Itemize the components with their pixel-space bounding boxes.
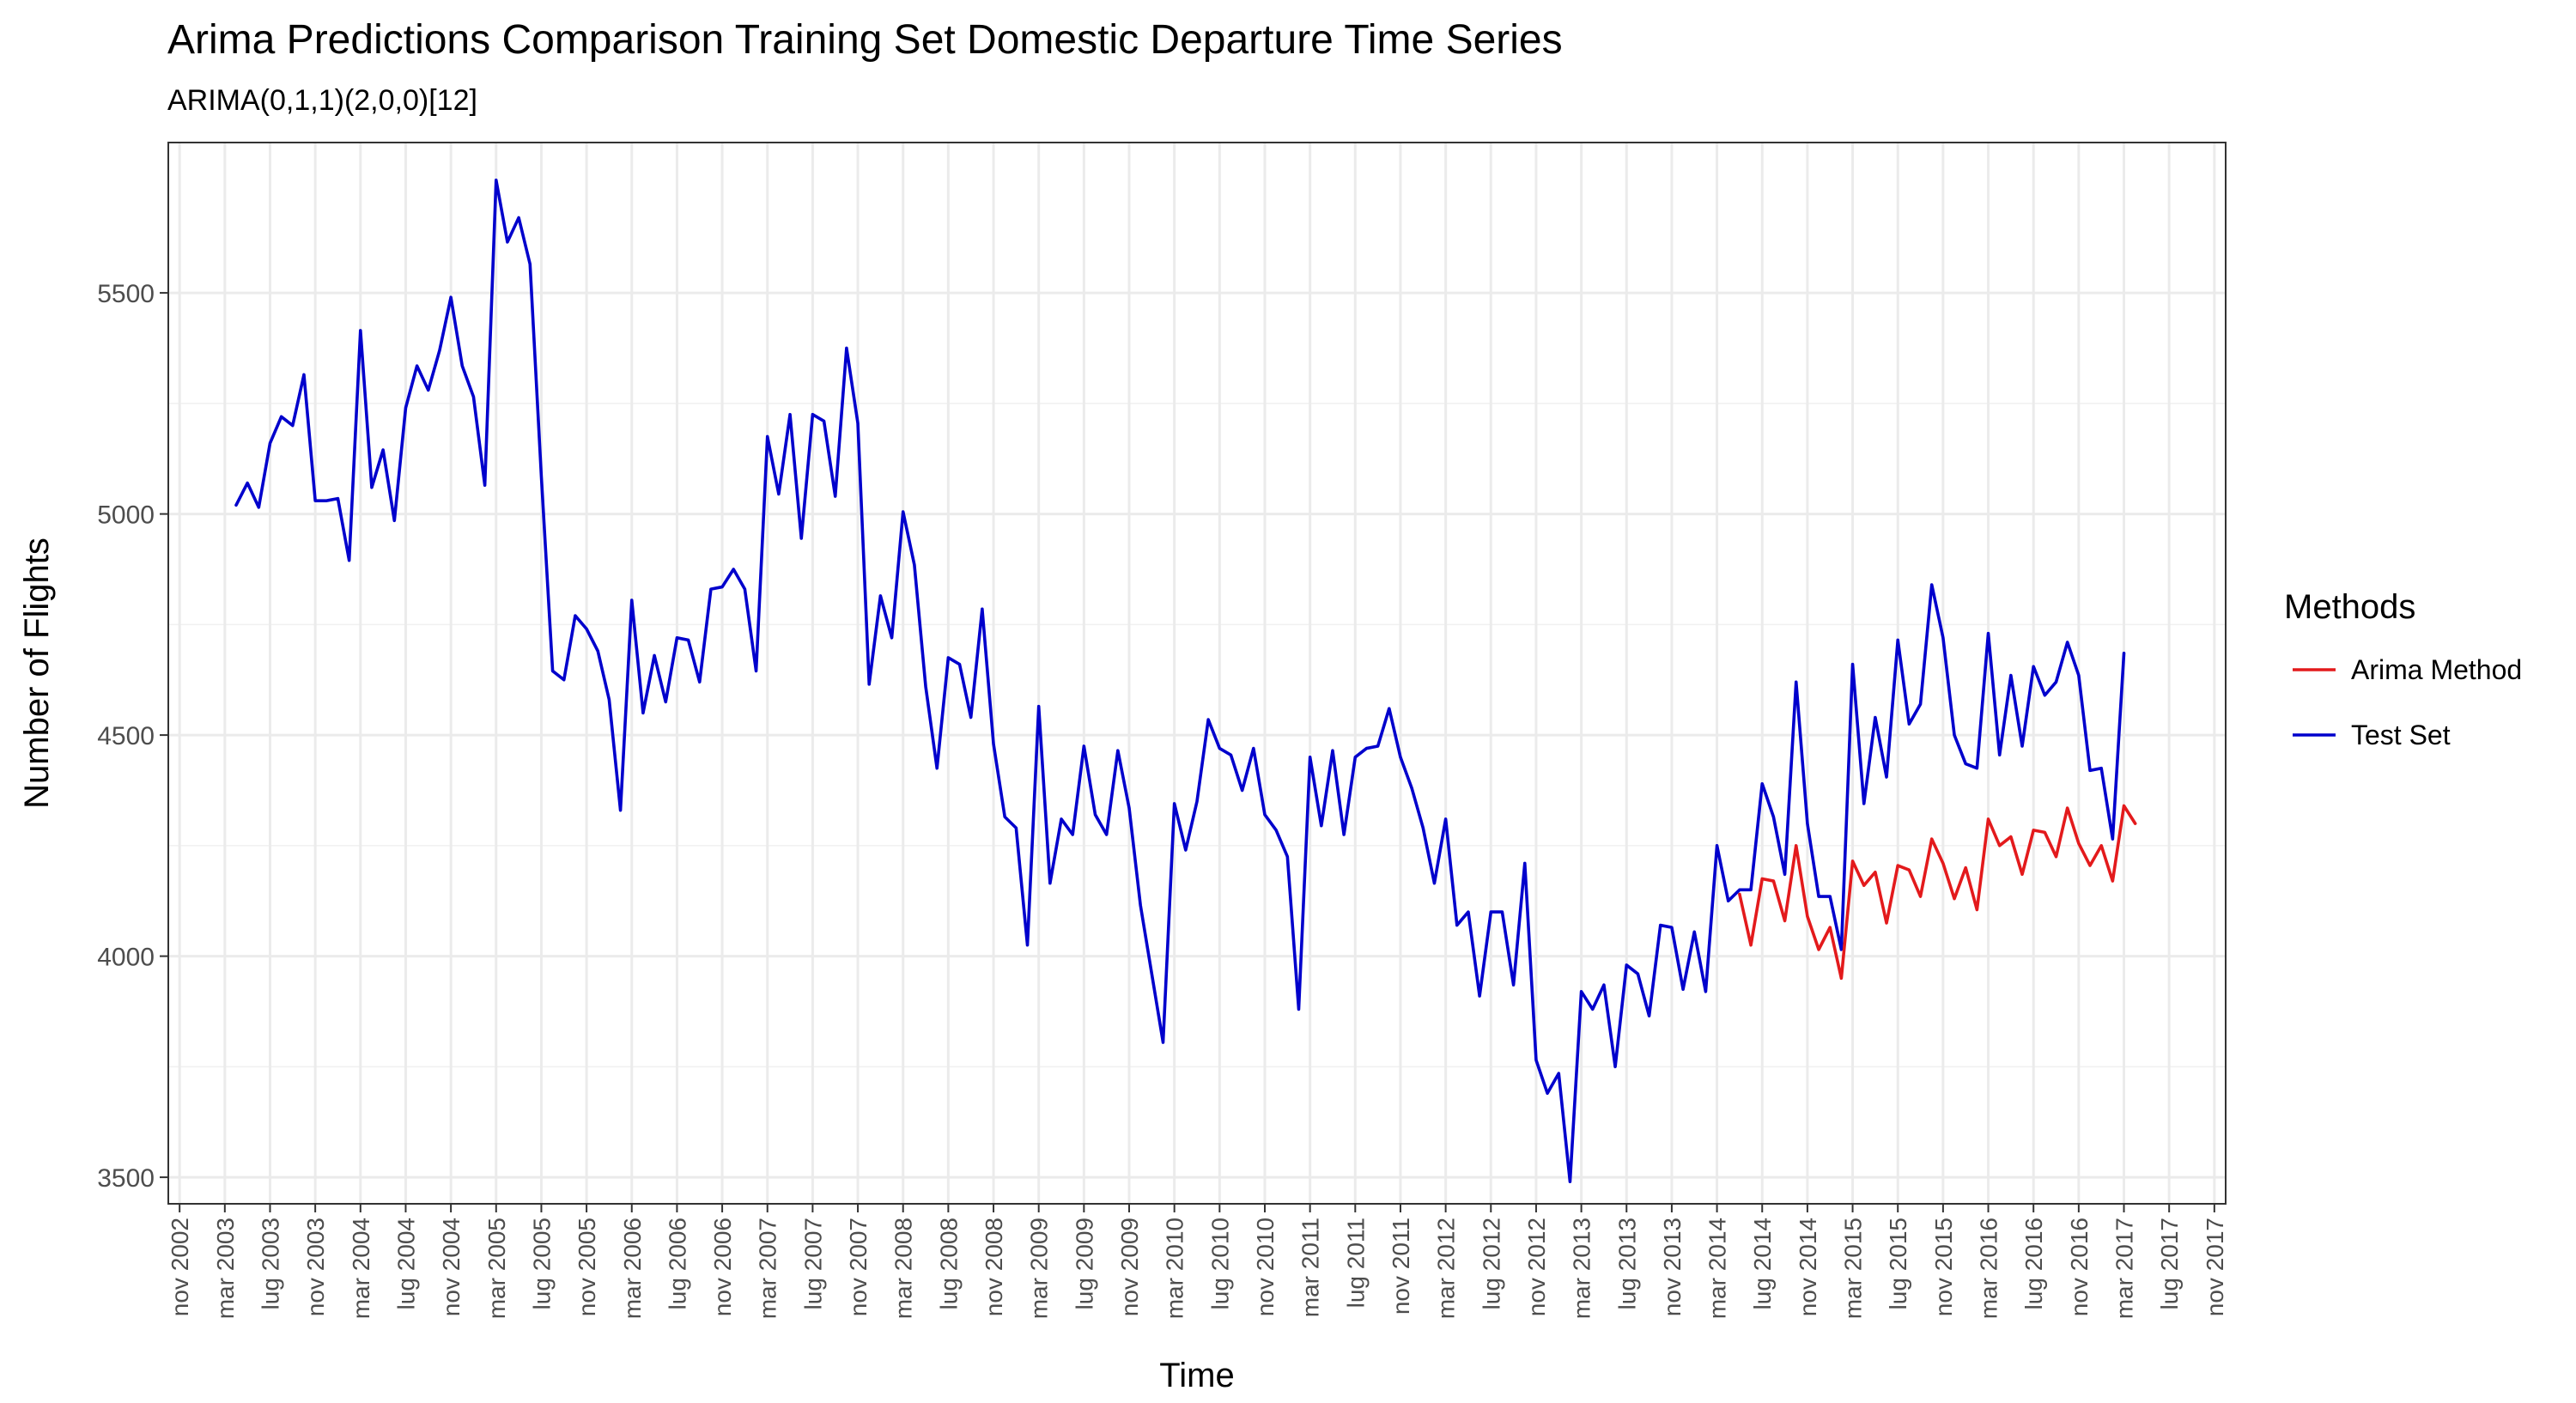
x-tick-label: mar 2011 (1297, 1218, 1324, 1317)
x-tick-label: nov 2013 (1659, 1218, 1686, 1316)
x-tick-label: lug 2008 (935, 1218, 962, 1309)
x-tick-label: lug 2016 (2020, 1218, 2047, 1309)
x-tick-label: nov 2002 (167, 1218, 193, 1316)
x-tick-label: nov 2004 (438, 1218, 465, 1316)
x-tick-label: lug 2007 (799, 1218, 826, 1309)
legend-title: Methods (2284, 588, 2415, 626)
x-tick-label: mar 2004 (348, 1218, 374, 1319)
x-tick-label: mar 2003 (212, 1218, 239, 1319)
x-tick-label: lug 2010 (1206, 1218, 1233, 1309)
x-tick-label: nov 2017 (2202, 1218, 2228, 1316)
legend-label-arima-method: Arima Method (2351, 654, 2522, 685)
x-tick-label: lug 2015 (1885, 1218, 1911, 1309)
series-line-arima-method (1738, 804, 2137, 981)
legend: Methods Arima Method Test Set (2284, 588, 2522, 750)
x-tick-label: mar 2006 (619, 1218, 646, 1319)
x-tick-label: mar 2015 (1840, 1218, 1867, 1319)
x-tick-label: lug 2004 (392, 1218, 419, 1309)
y-tick-label: 3500 (97, 1164, 155, 1193)
x-tick-label: nov 2016 (2066, 1218, 2093, 1316)
x-tick-label: nov 2003 (302, 1218, 329, 1316)
x-tick-label: nov 2007 (845, 1218, 872, 1316)
x-tick-label: nov 2011 (1388, 1218, 1414, 1315)
y-tick-label: 4500 (97, 722, 155, 750)
plot-border (167, 142, 2227, 1205)
legend-label-test-set: Test Set (2351, 720, 2451, 750)
x-tick-label: nov 2005 (574, 1218, 600, 1316)
x-tick-label: lug 2005 (528, 1218, 555, 1309)
y-tick-label: 4000 (97, 944, 155, 972)
x-tick-label: mar 2005 (483, 1218, 510, 1319)
x-tick-label: lug 2014 (1749, 1218, 1776, 1309)
y-axis: 3500 4000 4500 5000 5500 (97, 280, 168, 1193)
series-layer (234, 178, 2137, 1184)
x-tick-label: mar 2013 (1569, 1218, 1595, 1319)
x-tick-label: mar 2012 (1433, 1218, 1460, 1319)
series-line-test-set (234, 178, 2126, 1184)
x-tick-label: mar 2010 (1162, 1218, 1188, 1319)
chart-subtitle: ARIMA(0,1,1)(2,0,0)[12] (167, 84, 477, 117)
x-tick-label: lug 2009 (1071, 1218, 1097, 1309)
x-tick-label: nov 2014 (1795, 1218, 1821, 1316)
x-tick-label: nov 2010 (1252, 1218, 1279, 1316)
x-tick-label: nov 2006 (709, 1218, 736, 1316)
x-tick-label: mar 2016 (1976, 1218, 2002, 1319)
x-axis-title: Time (1159, 1357, 1234, 1394)
x-tick-label: lug 2006 (664, 1218, 690, 1309)
plot-panel (168, 143, 2226, 1204)
grid-lines (168, 143, 2226, 1204)
x-tick-label: lug 2003 (257, 1218, 283, 1309)
chart-title: Arima Predictions Comparison Training Se… (167, 17, 1563, 63)
x-tick-label: nov 2008 (981, 1218, 1007, 1316)
x-tick-label: mar 2008 (890, 1218, 917, 1319)
y-tick-label: 5000 (97, 501, 155, 530)
x-tick-label: mar 2014 (1704, 1218, 1731, 1319)
y-tick-label: 5500 (97, 280, 155, 308)
x-tick-label: lug 2012 (1478, 1218, 1504, 1309)
x-tick-label: lug 2011 (1342, 1218, 1369, 1308)
x-tick-label: mar 2009 (1026, 1218, 1053, 1319)
x-tick-label: nov 2015 (1930, 1218, 1957, 1316)
x-axis: nov 2002 mar 2003 lug 2003 nov 2003 mar 2004… (167, 1204, 2228, 1319)
y-axis-title: Number of Flights (18, 538, 56, 809)
x-tick-label: nov 2012 (1523, 1218, 1550, 1316)
x-tick-label: lug 2013 (1613, 1218, 1640, 1309)
x-tick-label: lug 2017 (2156, 1218, 2183, 1309)
x-tick-label: nov 2009 (1116, 1218, 1143, 1316)
x-tick-label: mar 2017 (2111, 1218, 2138, 1319)
x-tick-label: mar 2007 (755, 1218, 781, 1319)
